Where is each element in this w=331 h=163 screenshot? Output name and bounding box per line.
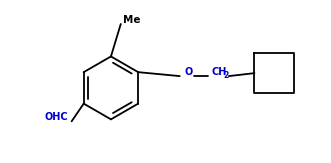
Text: 2: 2 — [223, 71, 228, 80]
Text: Me: Me — [123, 15, 140, 25]
Text: CH: CH — [211, 67, 227, 77]
Text: OHC: OHC — [44, 112, 68, 122]
Text: O: O — [185, 67, 193, 77]
